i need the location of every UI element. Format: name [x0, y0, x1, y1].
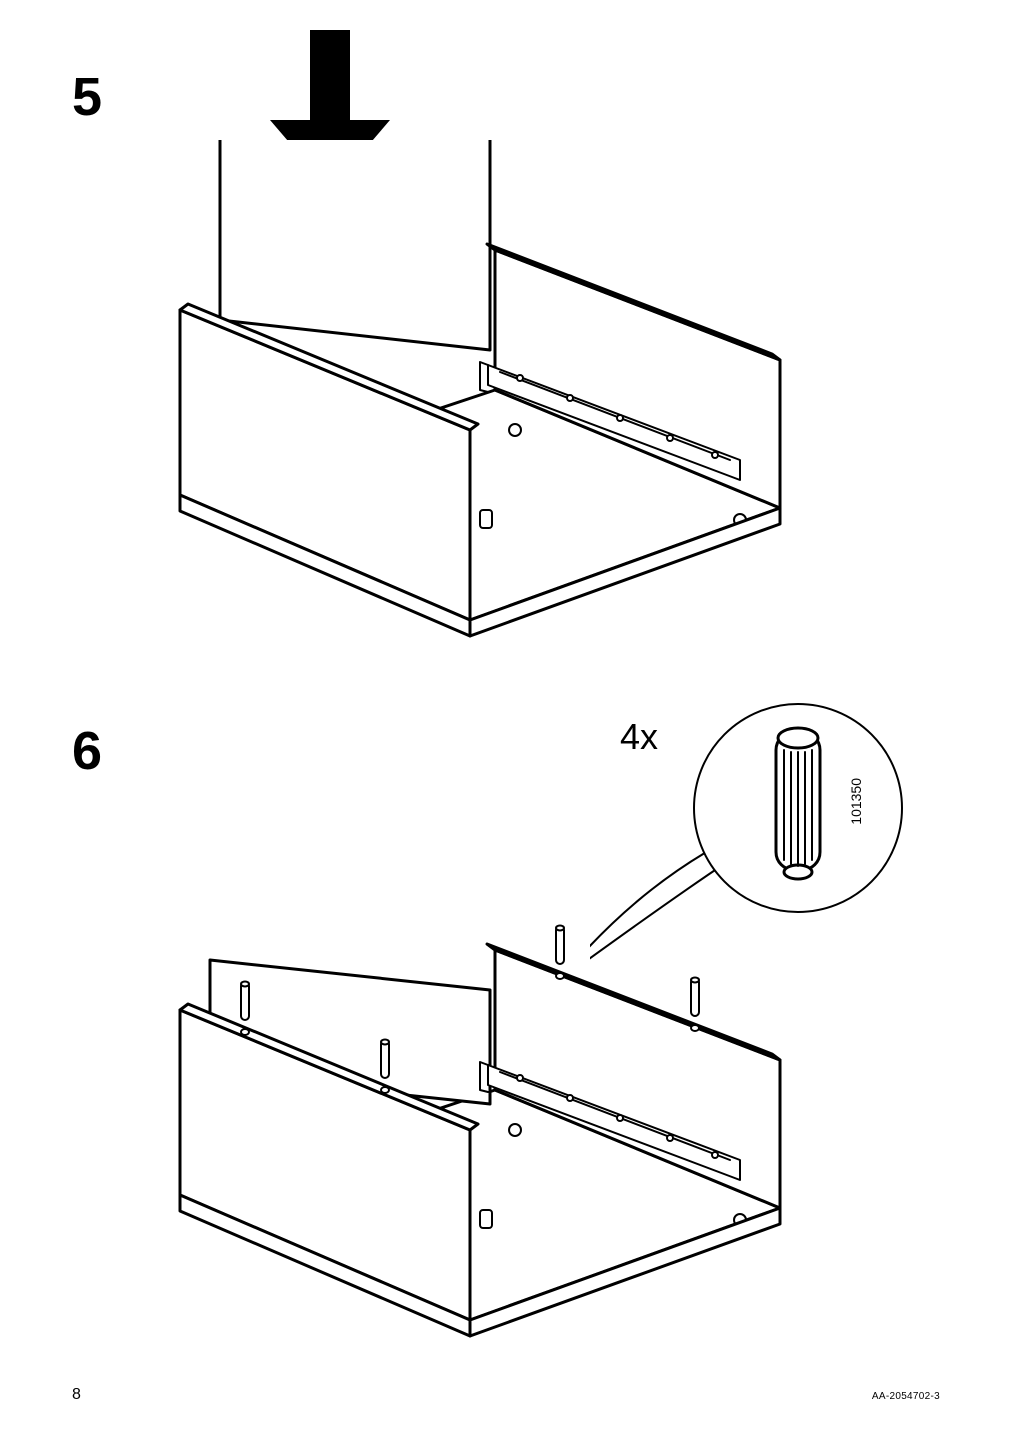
- page-number: 8: [72, 1386, 81, 1404]
- hardware-part-number: 101350: [848, 778, 864, 825]
- step-5-number: 5: [72, 66, 102, 128]
- doc-code: AA-2054702-3: [872, 1391, 940, 1402]
- back-panel: [214, 140, 490, 350]
- hardware-qty: 4x: [620, 716, 658, 758]
- step-5-diagram: [140, 140, 840, 680]
- step-6-number: 6: [72, 720, 102, 782]
